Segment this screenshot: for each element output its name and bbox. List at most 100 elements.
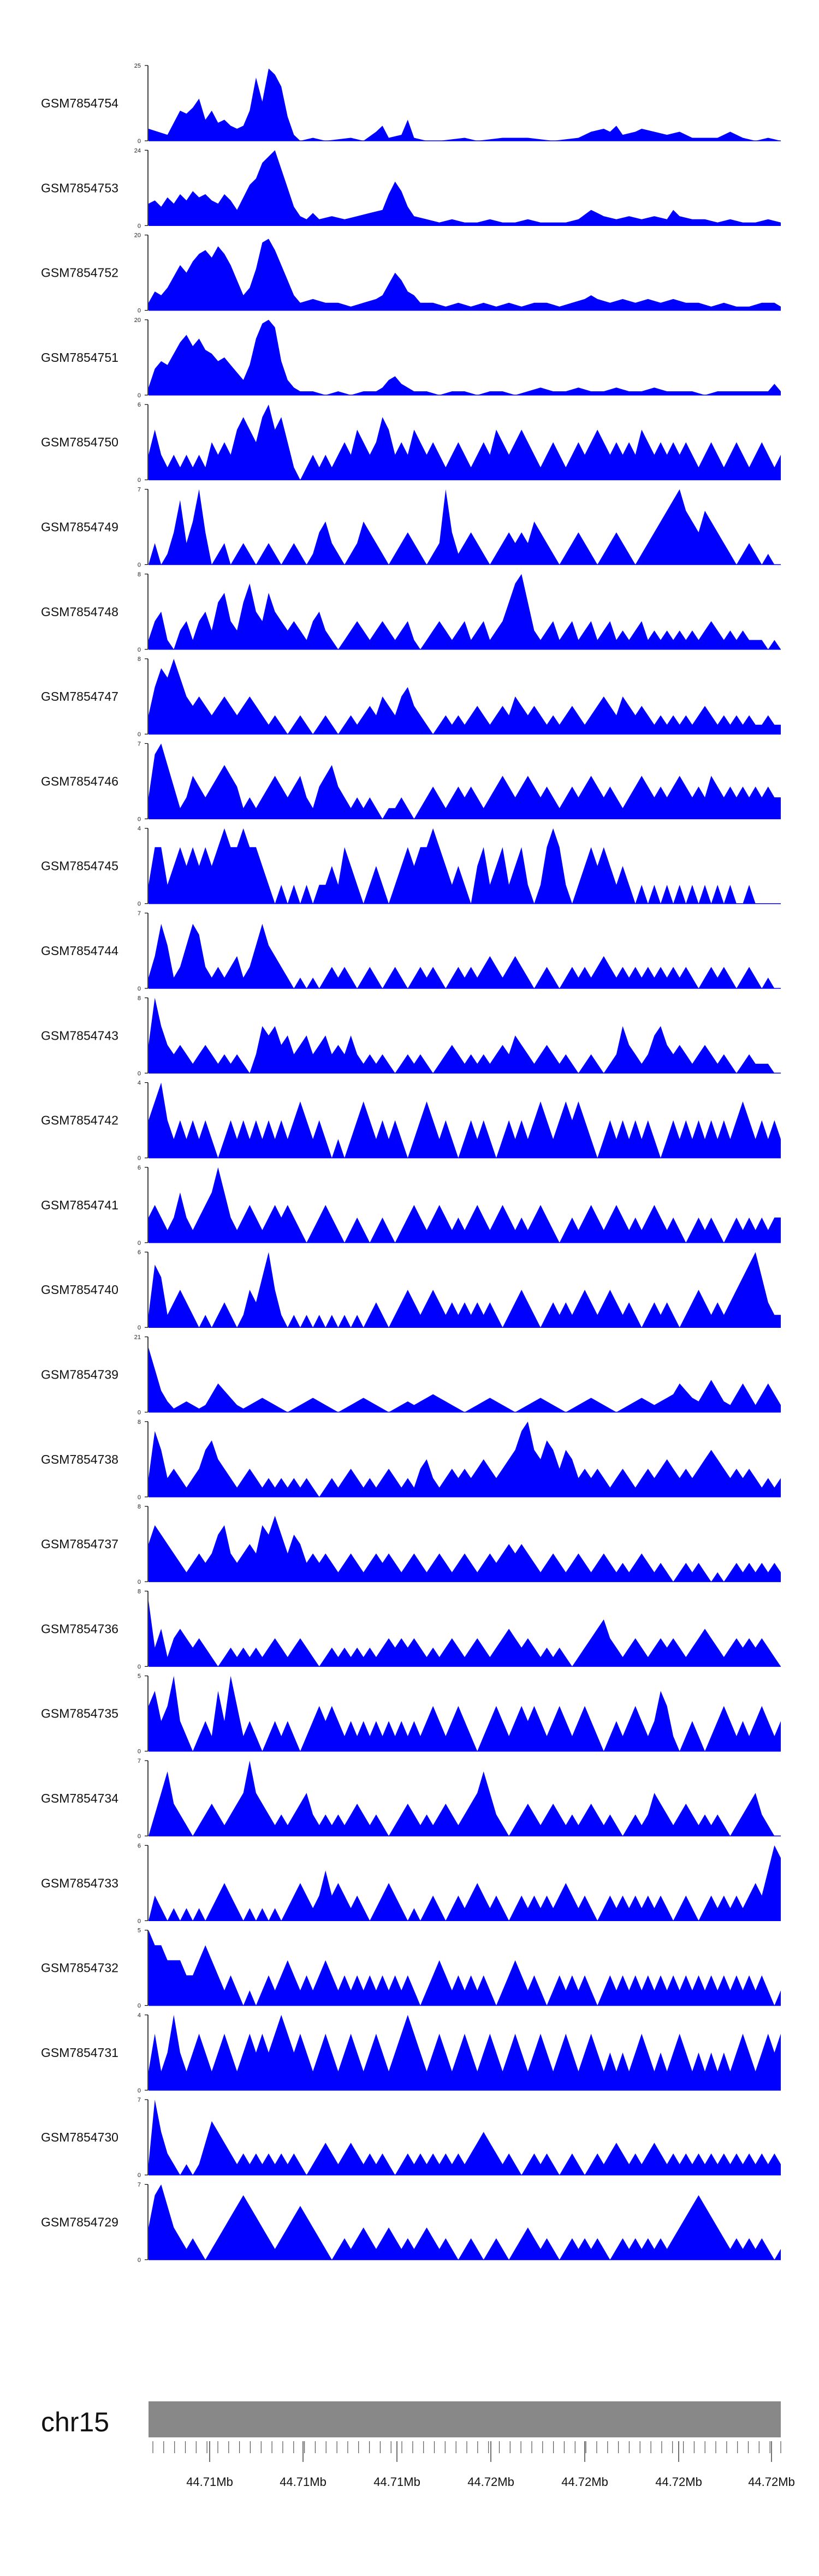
coverage-area bbox=[149, 68, 781, 141]
y-tick-label-ymin: 0 bbox=[138, 1579, 141, 1585]
track-GSM7854747: GSM7854747 8 0 bbox=[41, 656, 781, 738]
y-tick-label-ymax: 6 bbox=[138, 1842, 141, 1849]
y-tick-label-ymax: 7 bbox=[138, 1758, 141, 1764]
y-tick-label-ymax: 5 bbox=[138, 1928, 141, 1934]
track-GSM7854745: GSM7854745 4 0 bbox=[41, 826, 781, 908]
track-label: GSM7854742 bbox=[41, 1113, 118, 1128]
track-label: GSM7854753 bbox=[41, 181, 118, 195]
coverage-area bbox=[149, 1167, 781, 1243]
chromosome-bar bbox=[149, 2401, 781, 2437]
axis-tick-label: 44.72Mb bbox=[467, 2475, 514, 2489]
coverage-area bbox=[149, 1347, 781, 1412]
y-tick-label-ymin: 0 bbox=[138, 901, 141, 908]
y-tick-label-ymin: 0 bbox=[138, 2172, 141, 2179]
coverage-area bbox=[149, 2014, 781, 2090]
coverage-area bbox=[149, 1421, 781, 1497]
y-tick-label-ymin: 0 bbox=[138, 308, 141, 314]
track-GSM7854730: GSM7854730 7 0 bbox=[41, 2097, 781, 2179]
y-tick-label-ymax: 8 bbox=[138, 995, 141, 1001]
y-tick-label-ymin: 0 bbox=[138, 1663, 141, 1670]
track-GSM7854733: GSM7854733 6 0 bbox=[41, 1842, 781, 1924]
y-tick-label-ymax: 6 bbox=[138, 1165, 141, 1171]
track-GSM7854743: GSM7854743 8 0 bbox=[41, 995, 781, 1077]
coverage-area bbox=[149, 923, 781, 988]
y-tick-label-ymin: 0 bbox=[138, 986, 141, 992]
y-tick-label-ymax: 24 bbox=[134, 147, 141, 154]
y-tick-label-ymax: 4 bbox=[138, 1080, 141, 1087]
y-tick-label-ymax: 4 bbox=[138, 2012, 141, 2019]
track-label: GSM7854729 bbox=[41, 2215, 118, 2229]
track-label: GSM7854739 bbox=[41, 1368, 118, 1382]
y-tick-label-ymin: 0 bbox=[138, 1240, 141, 1247]
y-tick-label-ymax: 5 bbox=[138, 1673, 141, 1680]
coverage-area bbox=[149, 828, 781, 904]
track-label: GSM7854752 bbox=[41, 266, 118, 280]
axis-tick-label: 44.72Mb bbox=[561, 2475, 608, 2489]
y-tick-label-ymax: 7 bbox=[138, 2182, 141, 2189]
track-label: GSM7854754 bbox=[41, 96, 118, 110]
y-tick-label-ymin: 0 bbox=[138, 1918, 141, 1924]
y-tick-label-ymin: 0 bbox=[138, 562, 141, 569]
coverage-area bbox=[149, 489, 781, 565]
y-tick-label-ymax: 7 bbox=[138, 741, 141, 747]
chromosome-ideogram: chr15 44.71Mb 44.71Mb 44.71Mb 44.72Mb 44.72M… bbox=[41, 2401, 795, 2489]
y-tick-label-ymax: 7 bbox=[138, 910, 141, 917]
track-GSM7854750: GSM7854750 6 0 bbox=[41, 402, 781, 484]
y-tick-label-ymin: 0 bbox=[138, 1749, 141, 1755]
y-tick-label-ymax: 8 bbox=[138, 1419, 141, 1426]
chromosome-label: chr15 bbox=[41, 2407, 109, 2437]
coverage-area bbox=[149, 1761, 781, 1836]
coverage-area bbox=[149, 1675, 781, 1751]
track-label: GSM7854751 bbox=[41, 350, 118, 365]
track-label: GSM7854734 bbox=[41, 1791, 118, 1805]
coverage-tracks: GSM7854754250GSM7854753240GSM7854752200G… bbox=[41, 63, 781, 2264]
track-GSM7854739: GSM7854739 21 0 bbox=[41, 1334, 781, 1416]
track-GSM7854736: GSM7854736 8 0 bbox=[41, 1588, 781, 1670]
y-tick-label-ymin: 0 bbox=[138, 1494, 141, 1501]
coverage-area bbox=[149, 1082, 781, 1158]
y-tick-label-ymin: 0 bbox=[138, 223, 141, 229]
coverage-area bbox=[149, 319, 781, 395]
y-tick-label-ymax: 6 bbox=[138, 1249, 141, 1256]
track-label: GSM7854749 bbox=[41, 520, 118, 534]
track-GSM7854748: GSM7854748 8 0 bbox=[41, 571, 781, 653]
track-label: GSM7854750 bbox=[41, 435, 118, 449]
y-tick-label-ymin: 0 bbox=[138, 647, 141, 653]
coverage-area bbox=[149, 1930, 781, 2006]
coverage-area bbox=[149, 2100, 781, 2175]
track-GSM7854740: GSM7854740 6 0 bbox=[41, 1249, 781, 1331]
coverage-area bbox=[149, 404, 781, 480]
y-tick-label-ymin: 0 bbox=[138, 816, 141, 822]
axis-tick-label: 44.71Mb bbox=[373, 2475, 420, 2489]
y-tick-label-ymin: 0 bbox=[138, 1833, 141, 1840]
track-label: GSM7854732 bbox=[41, 1961, 118, 1975]
y-tick-label-ymin: 0 bbox=[138, 731, 141, 738]
track-GSM7854729: GSM7854729 7 0 bbox=[41, 2182, 781, 2264]
y-tick-label-ymin: 0 bbox=[138, 138, 141, 145]
track-label: GSM7854744 bbox=[41, 944, 118, 958]
coverage-area bbox=[149, 743, 781, 819]
y-tick-label-ymin: 0 bbox=[138, 2257, 141, 2264]
track-GSM7854744: GSM7854744 7 0 bbox=[41, 910, 781, 992]
y-tick-label-ymin: 0 bbox=[138, 1070, 141, 1077]
coverage-area bbox=[149, 998, 781, 1074]
coverage-area bbox=[149, 1516, 781, 1582]
track-GSM7854753: GSM7854753 24 0 bbox=[41, 147, 781, 229]
track-label: GSM7854738 bbox=[41, 1452, 118, 1466]
track-label: GSM7854730 bbox=[41, 2130, 118, 2144]
y-tick-label-ymax: 8 bbox=[138, 1588, 141, 1595]
track-label: GSM7854743 bbox=[41, 1028, 118, 1042]
y-tick-label-ymax: 7 bbox=[138, 487, 141, 493]
y-tick-label-ymax: 8 bbox=[138, 1504, 141, 1510]
y-tick-label-ymax: 21 bbox=[134, 1334, 141, 1341]
y-tick-label-ymax: 8 bbox=[138, 571, 141, 578]
axis-tick-label: 44.71Mb bbox=[280, 2475, 327, 2489]
genome-axis: 44.71Mb 44.71Mb 44.71Mb 44.72Mb 44.72Mb 44.72… bbox=[152, 2441, 795, 2489]
track-GSM7854738: GSM7854738 8 0 bbox=[41, 1419, 781, 1501]
coverage-area bbox=[149, 238, 781, 311]
track-GSM7854731: GSM7854731 4 0 bbox=[41, 2012, 781, 2094]
track-label: GSM7854733 bbox=[41, 1876, 118, 1890]
y-tick-label-ymax: 4 bbox=[138, 826, 141, 832]
track-GSM7854752: GSM7854752 20 0 bbox=[41, 232, 781, 314]
coverage-area bbox=[149, 150, 781, 226]
